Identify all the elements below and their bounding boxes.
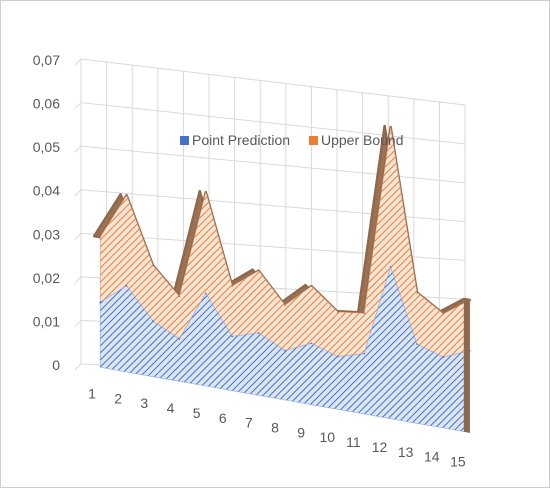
point-prediction-point-10 [337,355,339,358]
point-prediction-point-6 [231,335,233,338]
x-tick-label: 10 [319,429,335,445]
point-prediction-point-9 [310,342,313,345]
x-tick-label: 9 [297,424,305,440]
upper-bound-point-5 [205,191,207,193]
gridline-side [74,320,82,327]
y-tick-label: 0 [52,357,60,373]
point-prediction-point-15 [469,349,471,352]
upper-bound-point-1 [99,236,101,238]
upper-bound-point-9 [310,285,313,287]
gridline-side [74,58,82,66]
upper-bound-point-10 [337,311,339,313]
gridline-side [74,189,82,197]
upper-bound-point-11 [363,312,366,315]
x-tick-label: 12 [372,439,388,455]
upper-bound-point-15 [469,299,471,301]
point-prediction-point-13 [416,343,418,345]
upper-bound-point-8 [284,304,286,307]
point-prediction-point-3 [152,320,154,322]
gridline-side [74,102,82,109]
gridline-horizontal [80,102,466,145]
y-tick-label: 0,05 [33,139,60,155]
y-tick-label: 0,07 [33,52,60,68]
x-tick-label: 6 [219,410,227,426]
x-tick-label: 11 [346,434,361,450]
gridline-side [74,145,82,153]
gridline-horizontal [80,58,466,106]
point-prediction-point-2 [125,285,128,287]
gridline-side [74,276,82,284]
gridline-horizontal [80,189,466,223]
upper-bound-point-14 [442,313,445,315]
legend-swatch-upper-bound [309,136,318,145]
legend-swatch-point-prediction [180,136,189,145]
upper-bound-point-6 [231,285,233,287]
y-axis-ticks: 0 0,01 0,02 0,03 0,04 0,05 0,06 0,07 [33,52,60,373]
x-tick-label: 7 [245,415,253,431]
upper-bound-point-7 [257,269,260,272]
x-tick-label: 14 [424,449,440,465]
x-tick-label: 4 [167,400,175,416]
legend-label-point-prediction: Point Prediction [192,132,290,148]
upper-bound-point-12 [389,126,392,128]
point-prediction-point-14 [442,356,445,359]
point-prediction-point-8 [284,349,286,352]
point-prediction-point-5 [205,292,207,295]
x-axis-ticks: 1 2 3 4 5 6 7 8 9 10 11 12 13 14 15 [88,385,466,469]
plot-areas [92,124,472,434]
upper-bound-point-13 [416,291,418,294]
x-tick-label: 5 [193,405,201,421]
legend: Point Prediction Upper Bound [180,132,404,148]
x-tick-label: 1 [88,385,96,401]
point-prediction-point-1 [99,301,101,304]
gridline-side [74,232,82,240]
y-tick-label: 0,02 [33,270,60,286]
y-tick-label: 0,03 [33,226,60,242]
point-prediction-point-4 [178,338,181,340]
x-tick-label: 13 [398,444,414,460]
upper-bound-point-4 [178,295,181,298]
x-tick-label: 8 [271,420,279,436]
y-tick-label: 0,04 [33,183,60,199]
y-tick-label: 0,01 [33,313,60,329]
gridline-horizontal [80,145,466,184]
legend-label-upper-bound: Upper Bound [321,132,404,148]
gridline-side [74,363,82,371]
x-tick-label: 3 [140,395,148,411]
point-prediction-point-11 [363,352,366,355]
series-side-face [463,299,470,433]
x-tick-label: 15 [450,454,466,470]
x-tick-label: 2 [114,390,122,406]
point-prediction-point-12 [389,266,392,268]
y-tick-label: 0,06 [33,96,60,112]
upper-bound-point-3 [152,264,154,267]
upper-bound-point-2 [125,194,128,197]
point-prediction-point-7 [257,332,260,334]
